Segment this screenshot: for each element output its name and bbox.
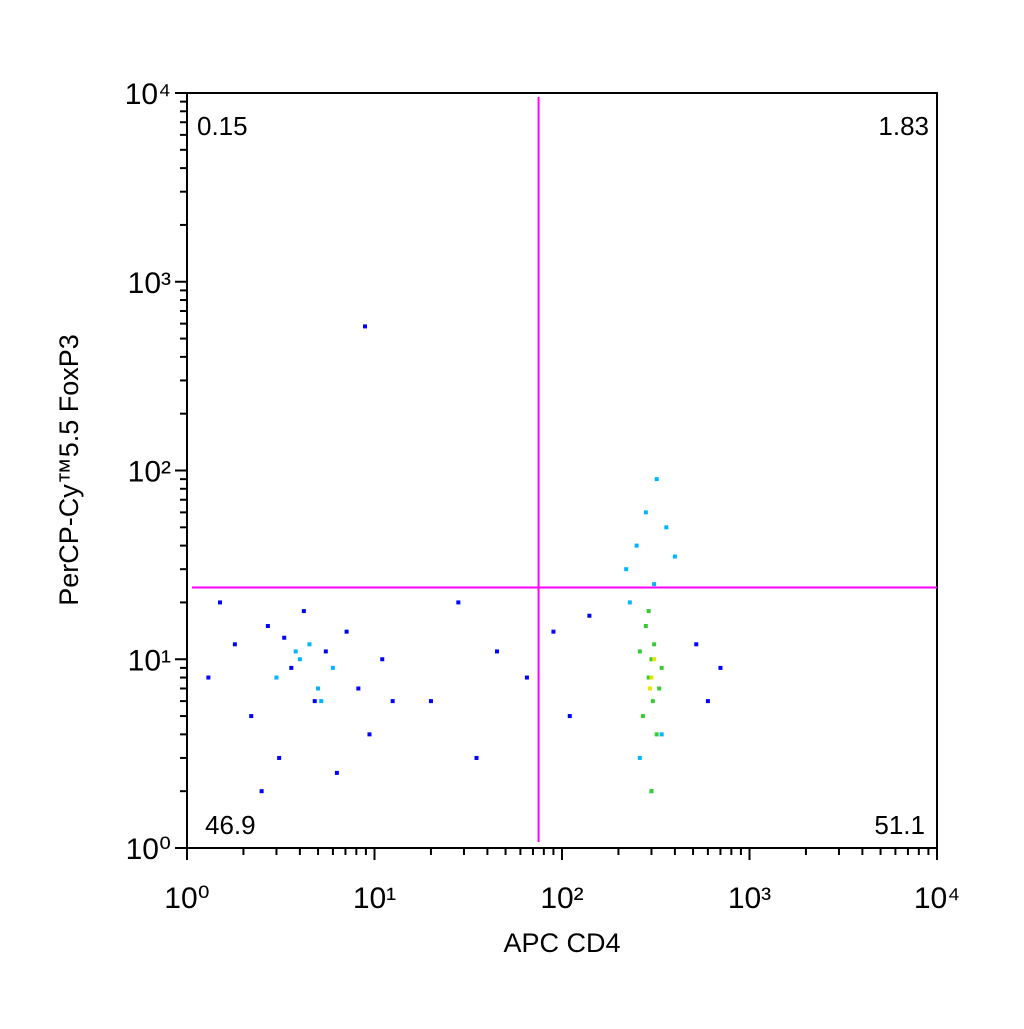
data-point — [367, 732, 372, 737]
data-point — [637, 755, 642, 760]
data-point — [654, 477, 659, 482]
y-axis-label: PerCP-Cy™5.5 FoxP3 — [54, 334, 84, 606]
data-point — [274, 675, 279, 680]
data-point — [456, 600, 461, 605]
data-point — [380, 657, 385, 662]
quadrant-label: 51.1 — [874, 810, 925, 840]
y-tick-label: 10¹ — [128, 644, 171, 677]
data-point — [363, 324, 368, 329]
data-point — [624, 567, 629, 572]
data-point — [277, 755, 282, 760]
data-point — [330, 665, 335, 670]
data-point — [265, 624, 270, 629]
data-point — [323, 649, 328, 654]
quadrant-label-box — [199, 806, 259, 840]
data-point — [649, 789, 654, 794]
data-point — [627, 600, 632, 605]
x-tick-label: 10¹ — [353, 882, 396, 915]
y-tick-label: 10³ — [128, 267, 171, 300]
data-point — [648, 686, 653, 691]
data-point — [649, 675, 654, 680]
data-point — [654, 732, 659, 737]
data-point — [319, 699, 324, 704]
data-point — [694, 642, 699, 647]
data-point — [659, 732, 664, 737]
data-point — [312, 699, 317, 704]
data-point — [652, 642, 657, 647]
data-point — [672, 554, 677, 559]
data-point — [259, 789, 264, 794]
quadrant-label: 46.9 — [205, 810, 256, 840]
data-point — [474, 755, 479, 760]
data-point — [289, 665, 294, 670]
y-tick-label: 10² — [128, 456, 171, 489]
y-tick-label: 10⁴ — [125, 78, 171, 111]
quadrant-label: 1.83 — [878, 111, 929, 141]
data-point — [652, 657, 657, 662]
data-point — [643, 624, 648, 629]
plot-frame — [186, 92, 938, 849]
data-point — [282, 635, 287, 640]
data-point — [643, 510, 648, 515]
data-point — [334, 770, 339, 775]
data-point — [356, 686, 361, 691]
data-point — [390, 699, 395, 704]
data-point — [301, 609, 306, 614]
data-point — [428, 699, 433, 704]
data-point — [316, 686, 321, 691]
data-point — [567, 714, 572, 719]
data-point — [659, 665, 664, 670]
quadrant-label-box — [855, 806, 929, 840]
data-point — [640, 714, 645, 719]
data-point — [649, 657, 654, 662]
data-point — [551, 629, 556, 634]
data-point — [650, 699, 655, 704]
data-point — [524, 675, 529, 680]
quadrant-label: 0.15 — [197, 111, 248, 141]
data-point — [705, 699, 710, 704]
data-point — [218, 600, 223, 605]
data-point — [206, 675, 211, 680]
data-point — [297, 657, 302, 662]
data-point — [657, 686, 662, 691]
data-point — [232, 642, 237, 647]
data-point — [646, 609, 651, 614]
x-tick-label: 10³ — [728, 882, 771, 915]
data-point — [344, 629, 349, 634]
data-point — [587, 613, 592, 618]
data-point — [718, 665, 723, 670]
data-point — [652, 582, 657, 587]
data-point — [637, 649, 642, 654]
data-point — [293, 649, 298, 654]
x-tick-label: 10⁰ — [164, 882, 209, 915]
data-point — [307, 642, 312, 647]
y-tick-label: 10⁰ — [126, 833, 171, 866]
data-point — [494, 649, 499, 654]
x-tick-label: 10² — [540, 882, 583, 915]
data-point — [249, 714, 254, 719]
x-axis-label: APC CD4 — [503, 928, 620, 958]
data-point — [646, 675, 651, 680]
data-point — [634, 543, 639, 548]
data-point — [664, 525, 669, 530]
x-tick-label: 10⁴ — [914, 882, 960, 915]
